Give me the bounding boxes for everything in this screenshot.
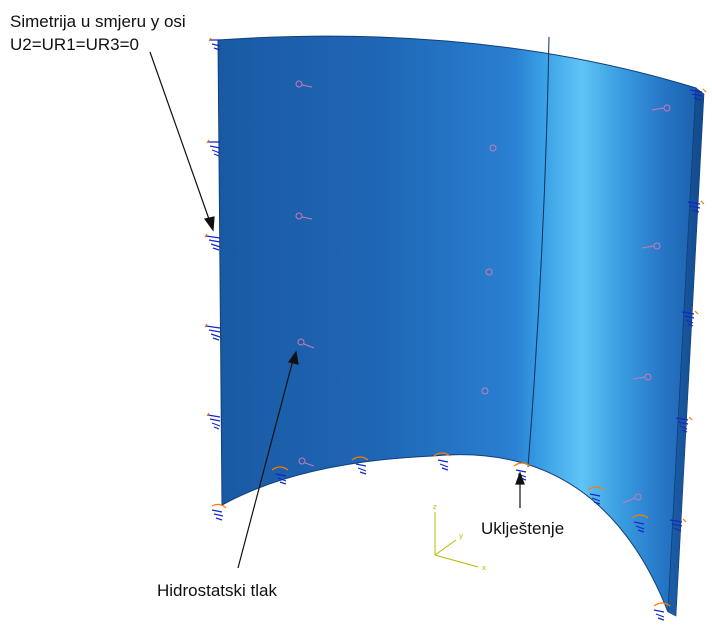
encastre-bc-icon (631, 514, 649, 533)
pressure-load-icon (481, 387, 489, 395)
pressure-leader-line (237, 359, 294, 569)
symmetry-bc-icon (675, 416, 693, 433)
pressure-load-icon (651, 104, 671, 112)
symmetry-bc-icon (208, 37, 221, 51)
hydrostatic-pressure-label: Hidrostatski tlak (157, 581, 277, 600)
fixed-support-arrowhead (515, 471, 525, 485)
symmetry-arrowhead (203, 216, 215, 232)
symmetry-bc-icon (681, 310, 699, 327)
pressure-load-icon (485, 268, 493, 276)
encastre-bc-icon (351, 456, 369, 475)
symmetry-bc-icon (204, 323, 221, 341)
pressure-load-icon (632, 373, 652, 381)
encastre-bc-icon (587, 486, 605, 505)
symmetry-leader-line (149, 51, 211, 223)
symmetry-bc-markers (204, 37, 221, 430)
symmetry-bc-icon (689, 88, 707, 101)
pressure-load-markers (295, 80, 671, 504)
pressure-load-icon (297, 338, 315, 349)
triad-z-label: z (433, 503, 437, 511)
symmetry-bc-icon (206, 139, 221, 157)
cylindrical-shell-surface (217, 35, 697, 613)
pressure-load-icon (622, 493, 642, 504)
symmetry-bc-icon (687, 200, 705, 213)
pressure-load-icon (295, 212, 313, 220)
encastre-bc-icon (271, 466, 289, 485)
triad-y-label: y (459, 532, 463, 540)
pressure-load-icon (641, 242, 661, 250)
pressure-load-icon (298, 457, 315, 467)
encastre-bc-markers (211, 452, 671, 621)
encastre-bc-icon (211, 503, 227, 521)
coordinate-triad-icon (434, 512, 479, 568)
triad-x-label: x (482, 564, 486, 572)
pressure-load-icon (489, 144, 497, 152)
partition-line (527, 36, 550, 468)
encastre-bc-icon (433, 452, 451, 471)
symmetry-bc-icon (204, 233, 221, 251)
symmetry-label-line2: U2=UR1=UR3=0 (10, 35, 139, 54)
pressure-load-icon (295, 80, 313, 88)
fixed-support-label: Uklještenje (481, 519, 564, 538)
symmetry-label-line1: Simetrija u smjeru y osi (10, 12, 186, 31)
pressure-arrowhead (287, 350, 299, 365)
symmetry-bc-markers-right (669, 88, 707, 532)
symmetry-bc-icon (669, 518, 687, 532)
symmetry-bc-icon (206, 412, 221, 430)
annotation-arrows (149, 51, 525, 569)
encastre-bc-icon (653, 602, 671, 621)
